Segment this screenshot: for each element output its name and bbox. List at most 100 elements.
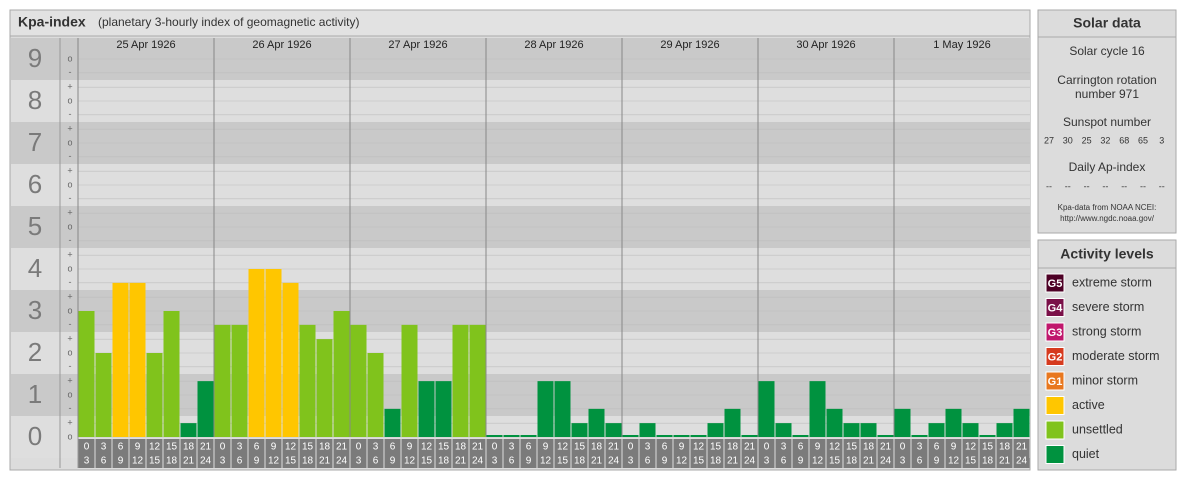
y-tick-label: 1 bbox=[28, 379, 42, 409]
minor-tick-label: - bbox=[69, 67, 72, 77]
hour-label: 12 bbox=[132, 456, 144, 467]
hour-box bbox=[962, 439, 979, 468]
bar bbox=[741, 435, 758, 437]
hour-label: 18 bbox=[591, 442, 603, 453]
level-swatch bbox=[1045, 371, 1065, 391]
hour-box bbox=[571, 439, 588, 468]
bar bbox=[928, 423, 945, 437]
hour-box bbox=[95, 439, 112, 468]
hour-box bbox=[758, 439, 775, 468]
hour-box bbox=[826, 439, 843, 468]
bar bbox=[945, 408, 962, 437]
level-code: G1 bbox=[1048, 376, 1063, 388]
minor-tick-label: o bbox=[67, 305, 72, 315]
hour-label: 15 bbox=[421, 456, 433, 467]
bar bbox=[537, 381, 554, 437]
hour-label: 3 bbox=[84, 456, 90, 467]
bar bbox=[129, 282, 146, 437]
minor-tick-label: + bbox=[67, 208, 72, 218]
hour-box bbox=[469, 439, 486, 468]
hour-box bbox=[452, 439, 469, 468]
hour-box bbox=[741, 439, 758, 468]
hour-label: 9 bbox=[951, 442, 957, 453]
chart-subtitle: (planetary 3-hourly index of geomagnetic… bbox=[98, 15, 359, 29]
minor-tick-label: o bbox=[67, 347, 72, 357]
hour-label: 18 bbox=[183, 442, 195, 453]
hour-label: 15 bbox=[557, 456, 569, 467]
bar bbox=[163, 311, 180, 437]
hour-label: 15 bbox=[829, 456, 841, 467]
hour-box bbox=[316, 439, 333, 468]
bar bbox=[826, 408, 843, 437]
level-name: strong storm bbox=[1072, 324, 1141, 338]
hour-box bbox=[401, 439, 418, 468]
level-name: unsettled bbox=[1072, 422, 1123, 436]
hour-label: 15 bbox=[438, 442, 450, 453]
levels-title: Activity levels bbox=[1060, 246, 1154, 262]
bar bbox=[401, 324, 418, 437]
hour-label: 0 bbox=[900, 442, 906, 453]
hour-label: 15 bbox=[846, 442, 858, 453]
hour-label: 12 bbox=[812, 456, 824, 467]
hour-label: 9 bbox=[934, 456, 940, 467]
bar bbox=[911, 435, 928, 437]
bar bbox=[724, 408, 741, 437]
sunspot-value: 3 bbox=[1159, 135, 1164, 145]
hour-label: 9 bbox=[271, 442, 277, 453]
hour-label: 6 bbox=[662, 442, 668, 453]
level-code: G2 bbox=[1048, 351, 1063, 363]
bar bbox=[231, 324, 248, 437]
level-swatch bbox=[1045, 420, 1065, 440]
hour-label: 15 bbox=[166, 442, 178, 453]
hour-label: 9 bbox=[118, 456, 124, 467]
hour-label: 3 bbox=[373, 442, 379, 453]
hour-label: 24 bbox=[200, 456, 212, 467]
hour-label: 21 bbox=[336, 442, 348, 453]
hour-label: 6 bbox=[798, 442, 804, 453]
hour-label: 9 bbox=[815, 442, 821, 453]
minor-tick-label: o bbox=[67, 179, 72, 189]
level-name: moderate storm bbox=[1072, 349, 1160, 363]
hour-label: 12 bbox=[540, 456, 552, 467]
hour-label: 6 bbox=[917, 456, 923, 467]
level-code: G5 bbox=[1048, 278, 1063, 290]
hour-label: 3 bbox=[492, 456, 498, 467]
hour-label: 12 bbox=[149, 442, 161, 453]
hour-box bbox=[333, 439, 350, 468]
minor-tick-label: o bbox=[67, 221, 72, 231]
hour-box bbox=[180, 439, 197, 468]
bar bbox=[265, 269, 282, 437]
y-tick-label: 5 bbox=[28, 211, 42, 241]
bar bbox=[350, 324, 367, 437]
hour-box bbox=[656, 439, 673, 468]
carrington: number 971 bbox=[1075, 87, 1139, 101]
hour-label: 24 bbox=[608, 456, 620, 467]
bar bbox=[775, 423, 792, 437]
day-label: 30 Apr 1926 bbox=[796, 39, 855, 51]
sunspot-title: Sunspot number bbox=[1063, 115, 1151, 129]
hour-label: 15 bbox=[285, 456, 297, 467]
bar bbox=[197, 381, 214, 437]
bar bbox=[809, 381, 826, 437]
hour-box bbox=[843, 439, 860, 468]
hour-box bbox=[724, 439, 741, 468]
bar bbox=[1013, 408, 1030, 437]
bar bbox=[639, 423, 656, 437]
hour-label: 15 bbox=[574, 442, 586, 453]
bar bbox=[452, 324, 469, 437]
bar bbox=[384, 408, 401, 437]
bar bbox=[316, 339, 333, 437]
bar bbox=[78, 311, 95, 437]
hour-box bbox=[299, 439, 316, 468]
carrington: Carrington rotation bbox=[1057, 73, 1156, 87]
bar bbox=[112, 282, 129, 437]
sunspot-value: 65 bbox=[1138, 135, 1148, 145]
level-name: severe storm bbox=[1072, 300, 1144, 314]
hour-label: 24 bbox=[744, 456, 756, 467]
hour-label: 3 bbox=[781, 442, 787, 453]
hour-label: 0 bbox=[356, 442, 362, 453]
bar bbox=[146, 353, 163, 437]
hour-label: 6 bbox=[390, 442, 396, 453]
hour-label: 12 bbox=[693, 442, 705, 453]
